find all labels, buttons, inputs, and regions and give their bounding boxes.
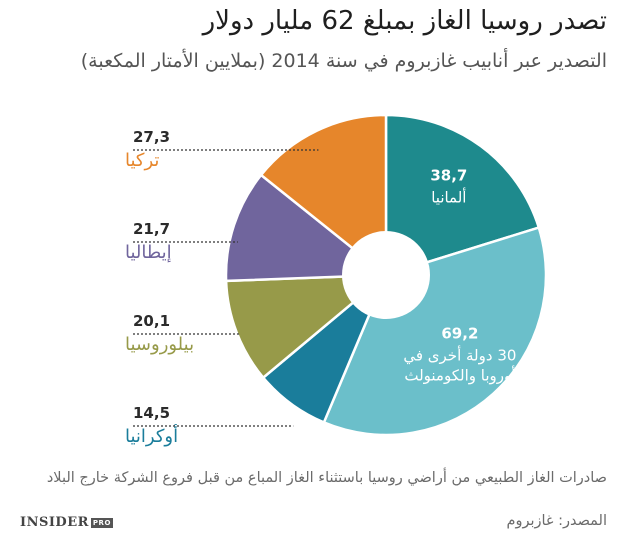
source-note: المصدر: غازبروم xyxy=(506,513,607,529)
slice-name-label: بيلوروسيا xyxy=(125,334,194,355)
footnote: صادرات الغاز الطبيعي من أراضي روسيا باست… xyxy=(46,470,607,486)
slice-name-label: 30 دولة أخرى في xyxy=(403,345,516,365)
donut-slice xyxy=(224,173,390,283)
donut-slice xyxy=(224,273,390,380)
slice-value-label: 69,2 xyxy=(441,324,478,342)
logo-text: INSIDER xyxy=(20,515,89,530)
chart-title: تصدر روسيا الغاز بمبلغ 62 مليار دولار xyxy=(202,6,607,36)
slice-value-label: 21,7 xyxy=(133,220,170,238)
slice-value-label: 14,5 xyxy=(133,404,170,422)
slice-value-label: 20,1 xyxy=(133,312,170,330)
slice-name-label: تركيا xyxy=(125,150,159,171)
slice-name-label: أوروبا والكومنولث xyxy=(404,365,515,384)
slice-name-label: أوكرانيا xyxy=(125,424,178,447)
slice-name-label: إيطاليا xyxy=(125,242,172,263)
slice-value-label: 38,7 xyxy=(430,167,467,185)
donut-slice xyxy=(322,225,548,437)
donut-slice xyxy=(384,113,541,277)
donut-slice xyxy=(259,113,388,278)
insider-pro-logo: INSIDER PRO xyxy=(20,515,113,530)
donut-hole xyxy=(342,231,430,319)
chart-subtitle: التصدير عبر أنابيب غازبروم في سنة 2014 (… xyxy=(80,50,607,72)
slice-value-label: 27,3 xyxy=(133,128,170,146)
slice-name-label: ألمانيا xyxy=(431,188,466,207)
logo-pro-badge: PRO xyxy=(90,517,113,528)
